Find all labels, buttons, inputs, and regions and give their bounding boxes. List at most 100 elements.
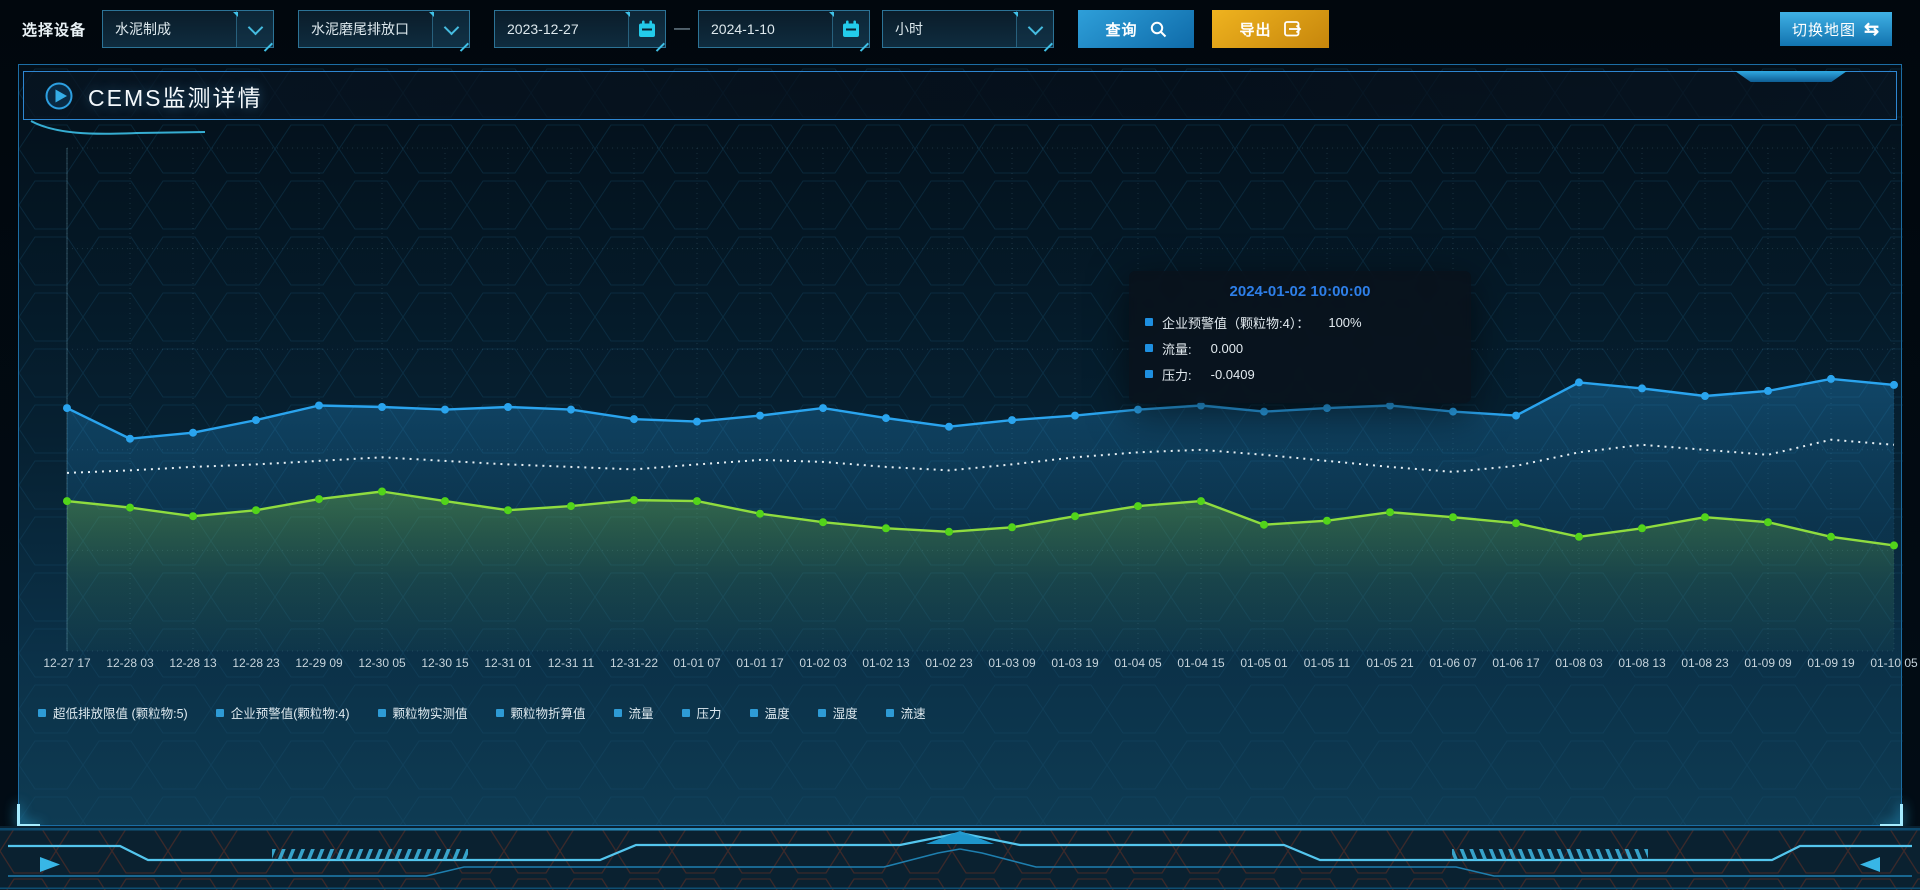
start-date-input[interactable]: 2023-12-27 — [494, 10, 667, 48]
x-axis-label: 01-09 19 — [1807, 656, 1855, 670]
chevron-down-icon — [443, 19, 459, 35]
calendar-icon — [639, 20, 656, 37]
query-button[interactable]: 查询 — [1078, 10, 1195, 48]
legend-item-label: 流量 — [628, 707, 654, 721]
x-axis-label: 01-01 17 — [736, 656, 784, 670]
x-axis-label: 01-05 21 — [1366, 656, 1414, 670]
legend-item[interactable]: 颗粒物实测值 — [377, 703, 468, 722]
x-axis-label: 01-03 19 — [1051, 656, 1099, 670]
x-axis-label: 01-05 01 — [1240, 656, 1288, 670]
start-date-value: 2023-12-27 — [507, 21, 579, 37]
x-axis-label: 01-04 15 — [1177, 656, 1225, 670]
x-axis-label: 01-08 23 — [1681, 656, 1729, 670]
x-axis-label: 12-28 23 — [232, 656, 280, 670]
chevron-cell[interactable] — [1016, 11, 1054, 47]
tooltip-items: 企业预警值（颗粒物:4）： 100% 流量: 0.000 压力: -0.0409 — [1145, 309, 1455, 387]
x-axis-label: 01-02 23 — [925, 656, 973, 670]
switch-map-label: 切换地图 — [1791, 21, 1856, 39]
legend-marker-icon — [681, 708, 690, 717]
end-date-value: 2024-1-10 — [711, 21, 775, 37]
tooltip-item: 流量: 0.000 — [1145, 335, 1455, 361]
legend-item[interactable]: 温度 — [749, 703, 790, 722]
tooltip-item-value: 100% — [1328, 314, 1362, 330]
device-select-label: 选择设备 — [22, 21, 87, 39]
tooltip-series-marker-icon — [1145, 344, 1153, 352]
legend-marker-icon — [749, 708, 758, 717]
chevron-down-icon — [247, 19, 263, 35]
panel-title: CEMS监测详情 — [88, 84, 263, 111]
calendar-cell[interactable] — [832, 11, 870, 47]
x-axis-label: 01-08 03 — [1555, 656, 1603, 670]
x-axis-label: 01-10 05 — [1870, 656, 1918, 670]
swap-arrows-icon: ⇆ — [1863, 19, 1881, 39]
legend-marker-icon — [215, 708, 224, 717]
x-axis-label: 12-30 05 — [358, 656, 406, 670]
chevron-cell[interactable] — [432, 11, 470, 47]
legend-item-label: 压力 — [696, 707, 722, 721]
x-axis-label: 12-27 17 — [43, 656, 91, 670]
x-axis-label: 12-28 13 — [169, 656, 217, 670]
legend-item-label: 颗粒物实测值 — [392, 707, 468, 721]
legend-item[interactable]: 流速 — [885, 703, 926, 722]
legend-marker-icon — [613, 708, 622, 717]
x-axis-label: 01-08 13 — [1618, 656, 1666, 670]
legend-item-label: 颗粒物折算值 — [510, 707, 586, 721]
interval-select[interactable]: 小时 — [882, 10, 1055, 48]
x-axis-label: 12-31 11 — [547, 656, 595, 670]
panel-corner-accent-br — [1880, 804, 1903, 827]
interval-value: 小时 — [895, 21, 924, 37]
legend-marker-icon — [377, 708, 386, 717]
x-axis-label: 12-30 15 — [421, 656, 469, 670]
legend-item-label: 超低排放限值 (颗粒物:5) — [53, 707, 188, 721]
legend-marker-icon — [38, 708, 46, 717]
legend-marker-icon — [885, 708, 894, 717]
tooltip-item: 压力: -0.0409 — [1145, 361, 1455, 387]
export-button-label: 导出 — [1239, 21, 1272, 39]
cems-chart[interactable] — [63, 147, 1898, 652]
x-axis-labels: 12-27 17 12-28 03 12-28 13 12-28 23 12-29 09… — [43, 656, 1917, 670]
toolbar: 选择设备 水泥制成 水泥磨尾排放口 2023-12-27 — 2024-1-10 — [22, 10, 1892, 48]
tooltip-item-value: -0.0409 — [1210, 366, 1255, 382]
x-axis-label: 12-31 01 — [484, 656, 532, 670]
x-axis-label: 01-01 07 — [673, 656, 721, 670]
calendar-cell[interactable] — [628, 11, 666, 47]
legend-item[interactable]: 企业预警值(颗粒物:4) — [215, 703, 350, 722]
tooltip-item-label: 流量: — [1162, 341, 1192, 357]
bottom-tech-border-decoration — [0, 826, 1920, 890]
x-axis-label: 01-02 13 — [862, 656, 910, 670]
legend-item[interactable]: 颗粒物折算值 — [495, 703, 586, 722]
legend-item[interactable]: 流量 — [613, 703, 654, 722]
chart-canvas[interactable] — [63, 147, 1898, 652]
legend-item-label: 流速 — [900, 707, 926, 721]
legend-item-label: 企业预警值(颗粒物:4) — [230, 707, 350, 721]
play-icon-wrap[interactable] — [44, 81, 74, 111]
outlet-select[interactable]: 水泥磨尾排放口 — [298, 10, 471, 48]
end-date-input[interactable]: 2024-1-10 — [698, 10, 871, 48]
chevron-cell[interactable] — [236, 11, 274, 47]
tooltip-timestamp: 2024-01-02 10:00:00 — [1229, 283, 1371, 300]
play-icon — [45, 82, 73, 109]
device-type-select[interactable]: 水泥制成 — [102, 10, 275, 48]
cems-detail-panel: CEMS监测详情 12-27 17 12-28 03 12-28 13 12-28 2… — [17, 64, 1918, 827]
tooltip-item-value: 0.000 — [1210, 340, 1244, 356]
legend-item-label: 温度 — [764, 707, 790, 721]
search-icon — [1150, 21, 1166, 37]
date-range-separator: — — [674, 20, 691, 37]
tooltip-series-marker-icon — [1145, 318, 1153, 326]
legend-item[interactable]: 湿度 — [817, 703, 858, 722]
legend-item[interactable]: 压力 — [681, 703, 722, 722]
legend-item[interactable]: 超低排放限值 (颗粒物:5) — [38, 703, 188, 722]
x-axis-label: 12-29 09 — [295, 656, 343, 670]
legend-marker-icon — [495, 708, 504, 717]
calendar-icon — [843, 20, 860, 37]
chart-legend: 超低排放限值 (颗粒物:5) 企业预警值(颗粒物:4) 颗粒物实测值 颗粒物折算值 流量… — [38, 703, 926, 722]
export-button[interactable]: 导出 — [1212, 10, 1330, 48]
tooltip-item-label: 企业预警值（颗粒物:4）： — [1162, 315, 1310, 331]
query-button-label: 查询 — [1105, 21, 1138, 39]
x-axis-label: 01-06 07 — [1429, 656, 1477, 670]
panel-corner-accent-bl — [17, 804, 40, 827]
tooltip-item-label: 压力: — [1162, 367, 1192, 383]
switch-map-button[interactable]: 切换地图 ⇆ — [1780, 12, 1892, 46]
outlet-value: 水泥磨尾排放口 — [311, 21, 410, 37]
